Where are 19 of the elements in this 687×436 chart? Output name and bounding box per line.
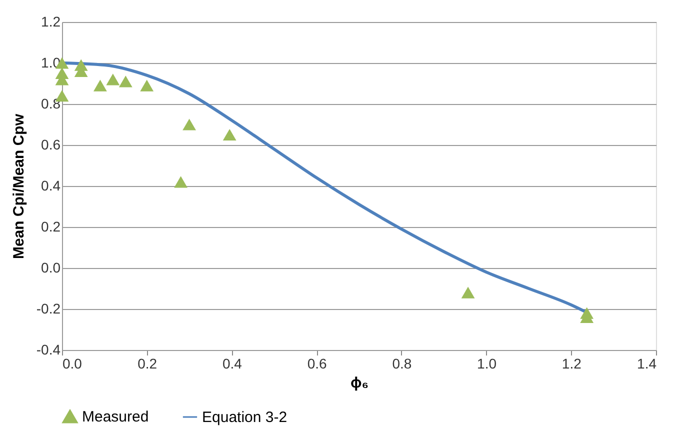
x-tick-label: 0.4: [222, 356, 242, 372]
x-tick-label: 1.0: [477, 356, 497, 372]
y-tick-label: 0.4: [41, 178, 61, 194]
x-tick-label: 1.2: [562, 356, 582, 372]
y-tick-label: 1.2: [41, 14, 61, 30]
y-tick-label: 0.6: [41, 136, 61, 152]
x-tick-label: 0.0: [62, 356, 82, 372]
y-axis-title: Mean Cpi/Mean Cpw: [10, 114, 28, 260]
x-axis-title: ϕ₆: [350, 374, 369, 392]
legend-label: Measured: [82, 408, 149, 426]
x-tick-label: 0.2: [138, 356, 158, 372]
y-tick-label: -0.4: [36, 342, 61, 358]
y-tick-label: 0.0: [41, 260, 61, 276]
x-tick-label: 0.8: [392, 356, 412, 372]
y-tick-label: 0.2: [41, 218, 61, 234]
legend-label: Equation 3-2: [202, 409, 288, 426]
y-tick-label: -0.2: [36, 300, 61, 316]
x-tick-label: 1.4: [637, 356, 657, 372]
x-tick-label: 0.6: [307, 356, 328, 372]
